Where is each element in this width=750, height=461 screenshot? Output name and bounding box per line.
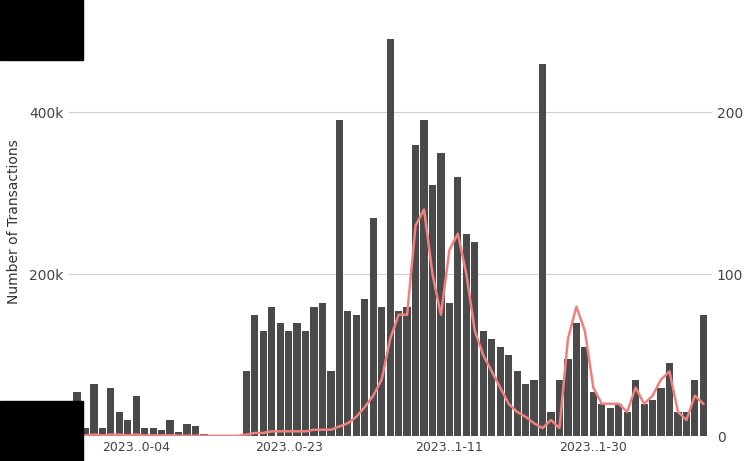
Bar <box>251 315 258 436</box>
Bar <box>700 315 707 436</box>
Y-axis label: Number of Transactions: Number of Transactions <box>7 139 21 304</box>
Bar <box>243 372 250 436</box>
Bar <box>692 379 698 436</box>
Bar <box>260 331 267 436</box>
Bar <box>285 331 292 436</box>
Bar <box>404 307 411 436</box>
Bar <box>149 428 157 436</box>
Bar <box>310 307 317 436</box>
Bar <box>564 359 572 436</box>
Bar <box>412 145 419 436</box>
Bar <box>327 372 334 436</box>
Bar <box>395 311 402 436</box>
Bar <box>522 384 530 436</box>
Bar <box>268 307 275 436</box>
Bar <box>505 355 512 436</box>
Bar <box>141 428 148 436</box>
Bar <box>319 302 326 436</box>
Bar <box>74 392 80 436</box>
Bar <box>344 311 352 436</box>
Bar <box>471 242 478 436</box>
Bar <box>99 428 106 436</box>
Bar <box>548 412 554 436</box>
Bar <box>682 412 690 436</box>
Bar <box>421 120 428 436</box>
Bar <box>192 426 199 436</box>
Bar <box>184 424 190 436</box>
Bar <box>496 347 504 436</box>
Bar <box>598 404 605 436</box>
Bar <box>590 392 597 436</box>
Bar <box>640 404 648 436</box>
Bar <box>666 363 673 436</box>
Bar <box>200 434 208 436</box>
Bar <box>437 153 445 436</box>
Bar <box>539 64 546 436</box>
Bar <box>370 218 376 436</box>
Bar <box>378 307 386 436</box>
Bar <box>166 420 174 436</box>
Bar <box>480 331 487 436</box>
Bar <box>514 372 520 436</box>
Bar <box>226 435 233 436</box>
Bar <box>674 412 682 436</box>
Bar <box>175 432 182 436</box>
Bar <box>632 379 639 436</box>
Bar <box>158 430 165 436</box>
Bar <box>107 388 115 436</box>
Bar <box>488 339 495 436</box>
Bar <box>623 412 631 436</box>
Bar <box>116 412 123 436</box>
Bar <box>124 420 131 436</box>
Bar <box>658 388 664 436</box>
Bar <box>293 323 301 436</box>
Bar <box>556 379 563 436</box>
Bar <box>454 177 461 436</box>
Bar <box>277 323 284 436</box>
Bar <box>446 302 453 436</box>
Bar <box>234 435 242 436</box>
Bar <box>362 299 368 436</box>
Bar <box>615 404 622 436</box>
Bar <box>649 400 656 436</box>
Bar <box>217 435 224 436</box>
Bar <box>82 428 89 436</box>
Bar <box>607 408 613 436</box>
Bar <box>386 39 394 436</box>
Bar <box>530 379 538 436</box>
Bar <box>463 234 470 436</box>
Bar <box>573 323 580 436</box>
Bar <box>133 396 140 436</box>
Bar <box>209 435 216 436</box>
Bar <box>90 384 98 436</box>
Bar <box>352 315 360 436</box>
Bar <box>429 185 436 436</box>
Bar <box>581 347 589 436</box>
Bar <box>336 120 343 436</box>
Bar <box>302 331 309 436</box>
